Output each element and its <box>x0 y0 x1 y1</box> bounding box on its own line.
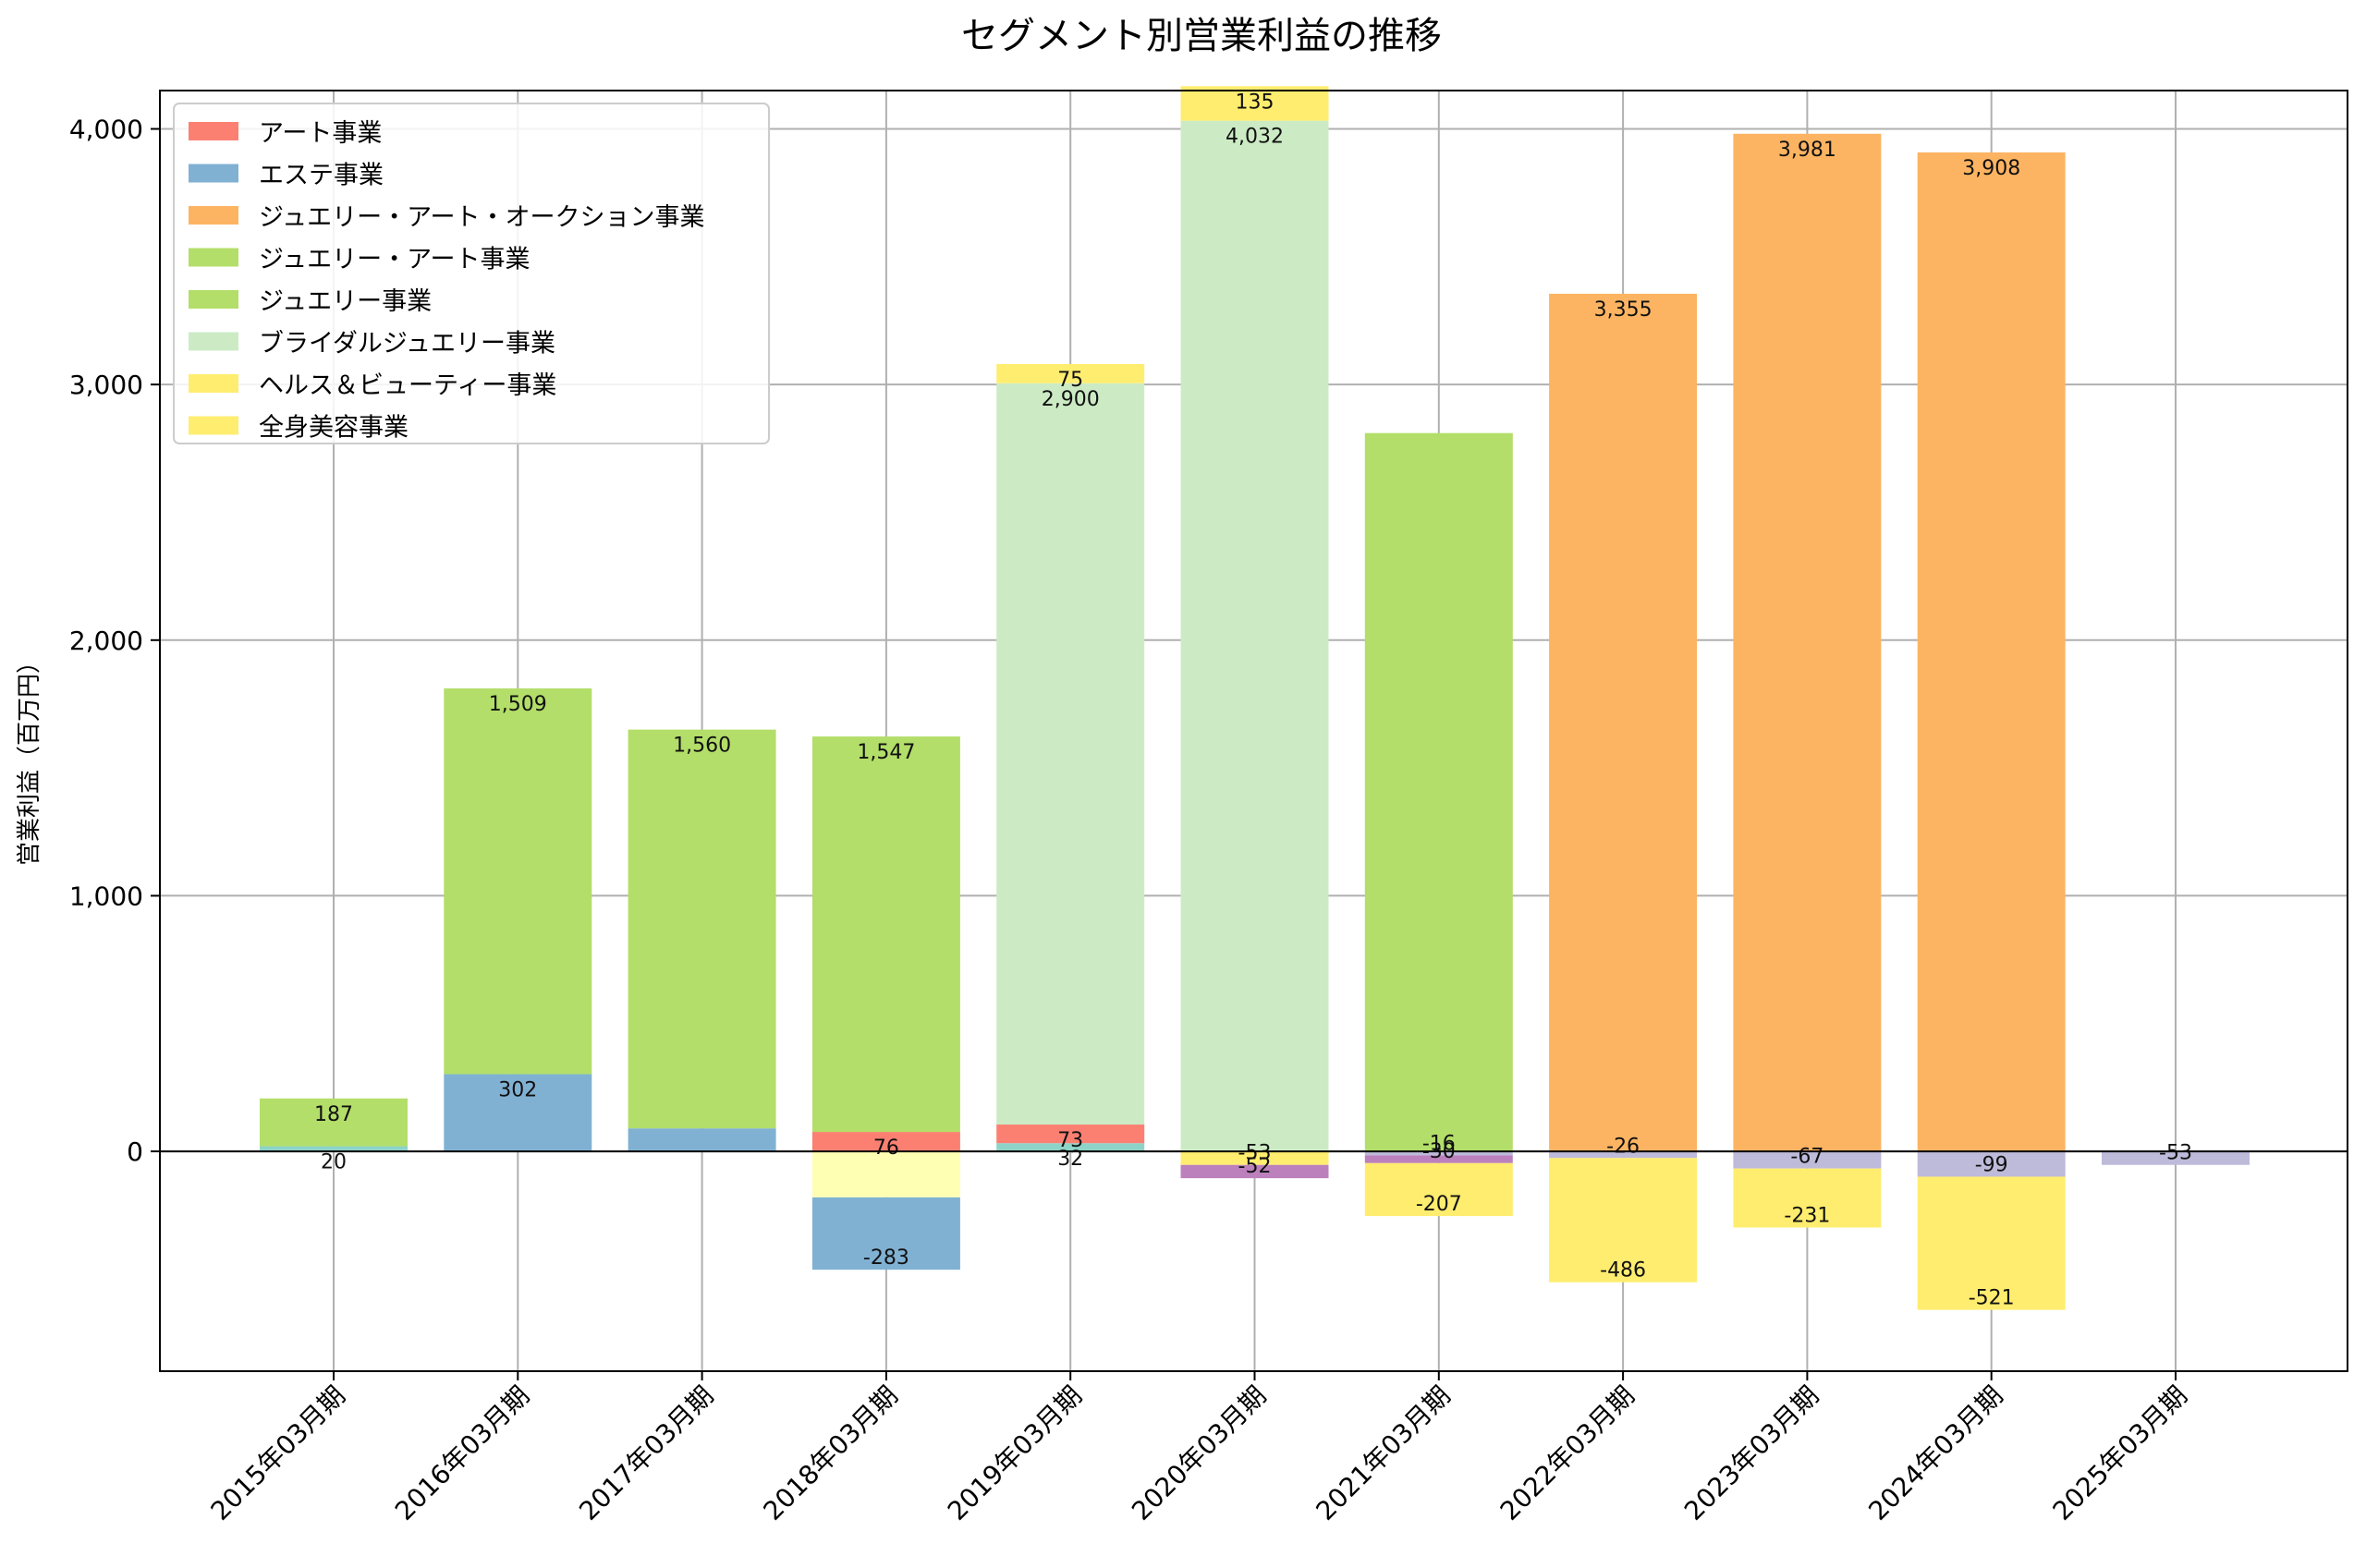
data-label: 2,900 <box>1042 388 1100 411</box>
data-label: 3,981 <box>1778 139 1836 162</box>
data-label: -99 <box>1975 1153 2008 1176</box>
data-label: -26 <box>1606 1135 1640 1158</box>
legend-swatch <box>189 374 238 393</box>
bar-segment <box>996 1143 1145 1152</box>
bar-segment <box>1180 1151 1329 1165</box>
x-tick-label: 2021年03月期 <box>1310 1380 1456 1526</box>
data-label: -521 <box>1969 1287 2015 1310</box>
data-label: -53 <box>1238 1142 1272 1165</box>
bar-segment <box>1180 120 1329 1152</box>
data-label: 1,560 <box>673 735 731 758</box>
bar-segment <box>444 688 592 1075</box>
x-tick-label: 2020年03月期 <box>1126 1380 1272 1526</box>
x-tick-label: 2017年03月期 <box>573 1380 719 1526</box>
bar-segment <box>1917 1151 2066 1177</box>
bar-segment <box>1180 86 1329 121</box>
bar-segment <box>1549 293 1698 1152</box>
bar-segment <box>1549 1158 1698 1282</box>
y-tick-label: 4,000 <box>69 114 143 144</box>
legend-label: ジュエリー事業 <box>259 287 432 316</box>
data-label: -67 <box>1790 1146 1823 1169</box>
x-tick-label: 2025年03月期 <box>2047 1380 2193 1526</box>
bar-stacks <box>260 86 2250 1310</box>
bar-segment <box>628 729 776 1129</box>
data-label: -52 <box>1238 1155 1272 1178</box>
data-label: 73 <box>1057 1129 1083 1152</box>
x-tick-label: 2019年03月期 <box>942 1380 1088 1526</box>
y-tick-label: 3,000 <box>69 370 143 400</box>
data-label: 187 <box>314 1103 353 1126</box>
data-label: 76 <box>873 1136 899 1160</box>
data-label: 4,032 <box>1226 126 1284 149</box>
y-tick-label: 1,000 <box>69 881 143 911</box>
bar-segment <box>1733 1151 1882 1169</box>
x-tick-label: 2022年03月期 <box>1494 1380 1640 1526</box>
legend-swatch <box>189 164 238 183</box>
legend-label: エステ事業 <box>259 162 384 190</box>
data-label: 302 <box>498 1079 537 1102</box>
bar-segment <box>811 736 960 1133</box>
legend: アート事業エステ事業ジュエリー・アート・オークション事業ジュエリー・アート事業ジ… <box>173 103 770 444</box>
bar-segment <box>811 1151 960 1197</box>
x-tick-label: 2024年03月期 <box>1862 1380 2008 1526</box>
bar-segment <box>1364 1162 1513 1217</box>
bar-segment <box>1733 1168 1882 1228</box>
bar-segment <box>260 1146 408 1152</box>
bar-segment <box>1549 1151 1698 1159</box>
bar-segment <box>1917 152 2066 1152</box>
y-tick-label: 0 <box>127 1136 143 1167</box>
data-label: 3,355 <box>1594 298 1653 322</box>
data-label: -53 <box>2159 1142 2192 1165</box>
bar-segment <box>444 1074 592 1152</box>
data-label: 1,547 <box>857 741 915 764</box>
bar-segment <box>2102 1151 2250 1165</box>
legend-label: アート事業 <box>259 119 382 148</box>
legend-swatch <box>189 206 238 225</box>
legend-swatch <box>189 248 238 267</box>
legend-swatch <box>189 332 238 351</box>
bar-segment <box>1364 1155 1513 1163</box>
bar-segment <box>996 364 1145 383</box>
bar-segment <box>260 1098 408 1147</box>
chart-title: セグメント別営業利益の推移 <box>961 15 1442 57</box>
y-axis-label: 営業利益（百万円） <box>16 650 43 866</box>
bar-segment <box>1364 432 1513 1152</box>
legend-box <box>173 103 770 444</box>
bar-segment <box>1180 1164 1329 1179</box>
x-tick-label: 2015年03月期 <box>205 1380 351 1526</box>
legend-label: 全身美容事業 <box>259 414 409 443</box>
data-label: -207 <box>1416 1193 1462 1216</box>
legend-label: ジュエリー・アート事業 <box>259 246 531 274</box>
legend-label: ヘルス＆ビューティー事業 <box>259 371 556 400</box>
bar-segment <box>1733 133 1882 1152</box>
legend-swatch <box>189 290 238 309</box>
data-label: 3,908 <box>1962 157 2020 180</box>
x-tick-label: 2018年03月期 <box>758 1380 904 1526</box>
bar-segment <box>996 383 1145 1125</box>
legend-swatch <box>189 416 238 435</box>
bar-segment <box>1364 1151 1513 1156</box>
data-label: -283 <box>863 1246 909 1270</box>
legend-label: ブライダルジュエリー事業 <box>259 330 555 359</box>
bar-segment <box>811 1132 960 1152</box>
data-label: -486 <box>1600 1259 1646 1282</box>
y-tick-label: 2,000 <box>69 626 143 656</box>
data-label: 20 <box>321 1151 347 1174</box>
bar-segment <box>996 1124 1145 1144</box>
legend-label: ジュエリー・アート・オークション事業 <box>259 203 705 232</box>
bar-segment <box>811 1197 960 1270</box>
x-tick-label: 2016年03月期 <box>389 1380 535 1526</box>
bar-segment <box>1917 1176 2066 1310</box>
data-label: 1,509 <box>489 693 547 716</box>
data-label: 135 <box>1236 91 1274 114</box>
x-tick-label: 2023年03月期 <box>1678 1380 1824 1526</box>
legend-swatch <box>189 122 238 140</box>
bar-segment <box>628 1128 776 1152</box>
data-label: -231 <box>1784 1205 1830 1228</box>
data-label: 75 <box>1057 369 1083 392</box>
